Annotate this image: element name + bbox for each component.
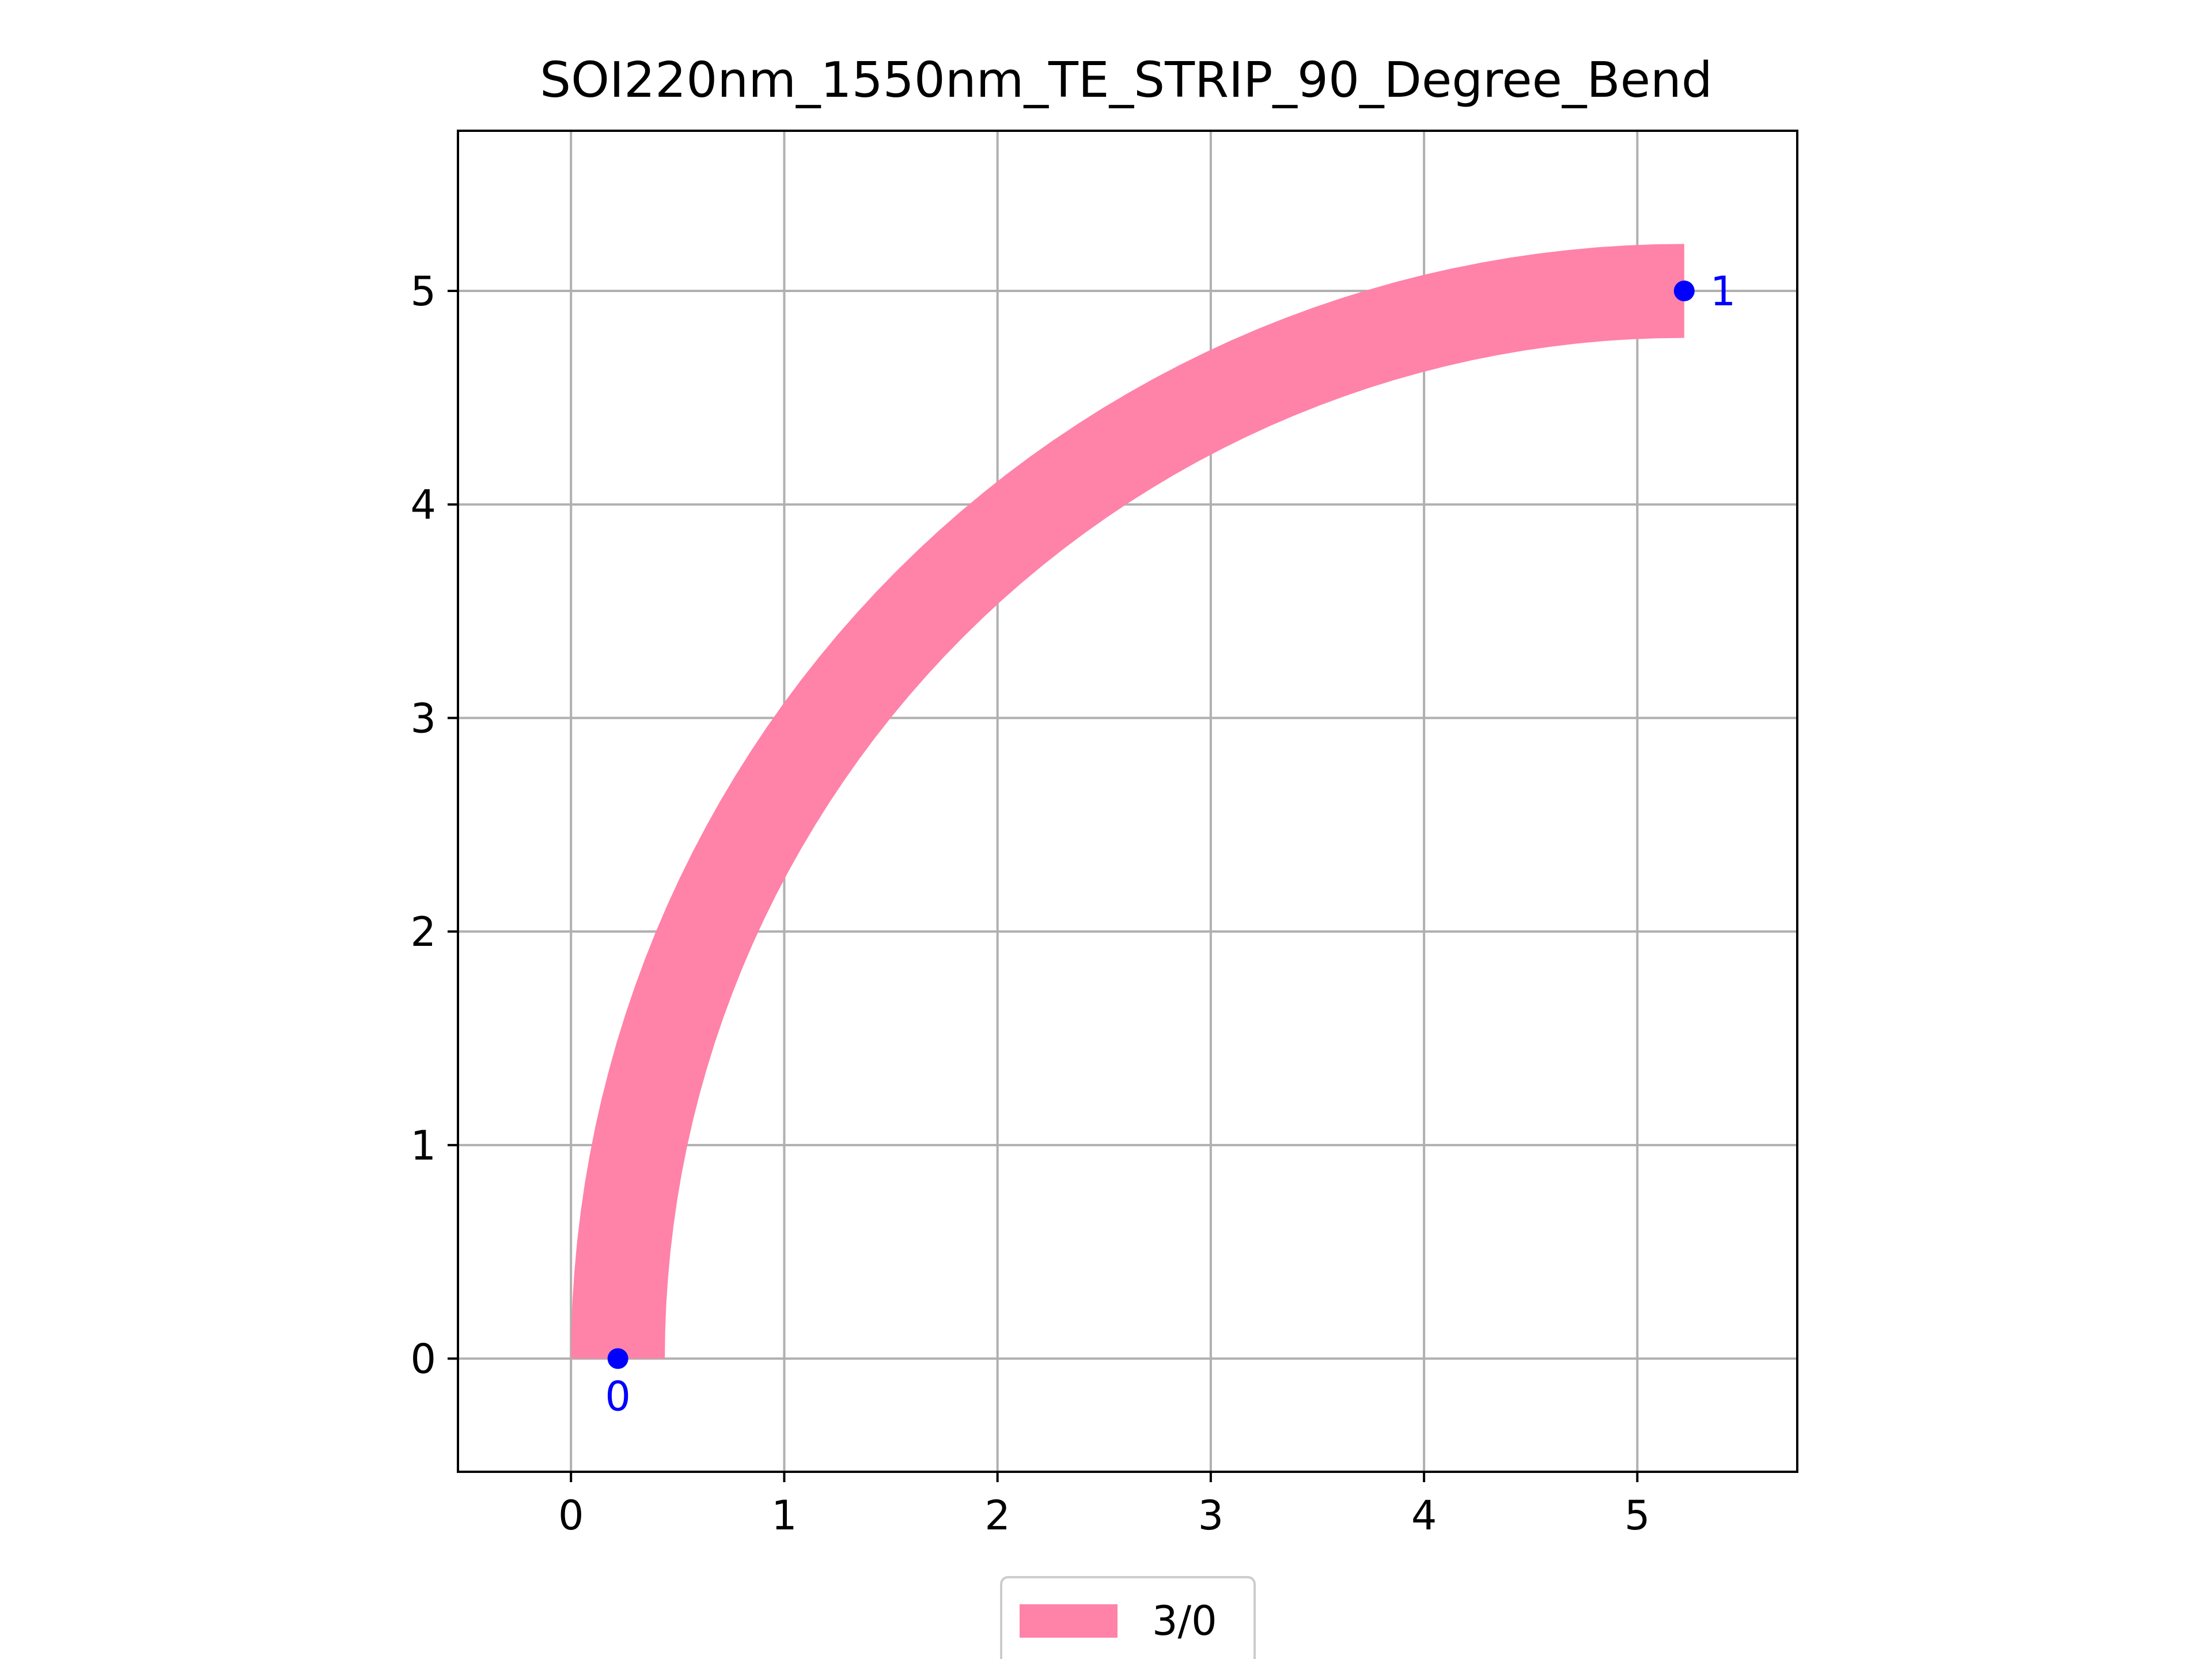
chart-title: SOI220nm_1550nm_TE_STRIP_90_Degree_Bend [540, 52, 1713, 109]
x-tick-label-3: 3 [1198, 1492, 1224, 1539]
grid-lines [458, 131, 1797, 1472]
port-marker-1 [1673, 281, 1695, 302]
legend: 3/0 [1000, 1576, 1256, 1659]
y-tick-label-4: 4 [410, 482, 436, 529]
y-tick-label-5: 5 [410, 268, 436, 315]
x-tick-label-5: 5 [1624, 1492, 1650, 1539]
axes-frame [457, 130, 1798, 1473]
legend-swatch-3-0 [1020, 1604, 1118, 1638]
plot-area [571, 244, 1684, 1359]
legend-label-3-0: 3/0 [1152, 1597, 1217, 1645]
y-tick-label-0: 0 [410, 1336, 436, 1383]
port-marker-0 [607, 1348, 628, 1369]
ticks: 0 1 2 3 4 5 0 1 2 3 4 5 [410, 268, 1650, 1539]
y-tick-label-3: 3 [410, 695, 436, 742]
x-tick-label-0: 0 [558, 1492, 584, 1539]
ports: 01 [605, 268, 1736, 1421]
legend-box [1000, 1576, 1256, 1659]
x-tick-label-2: 2 [984, 1492, 1010, 1539]
x-tick-label-4: 4 [1411, 1492, 1437, 1539]
bend-shape-0 [571, 244, 1684, 1359]
y-tick-label-2: 2 [410, 908, 436, 956]
x-tick-label-1: 1 [771, 1492, 797, 1539]
port-label-1: 1 [1710, 268, 1736, 315]
y-tick-label-1: 1 [410, 1122, 436, 1169]
port-label-0: 0 [605, 1373, 631, 1421]
